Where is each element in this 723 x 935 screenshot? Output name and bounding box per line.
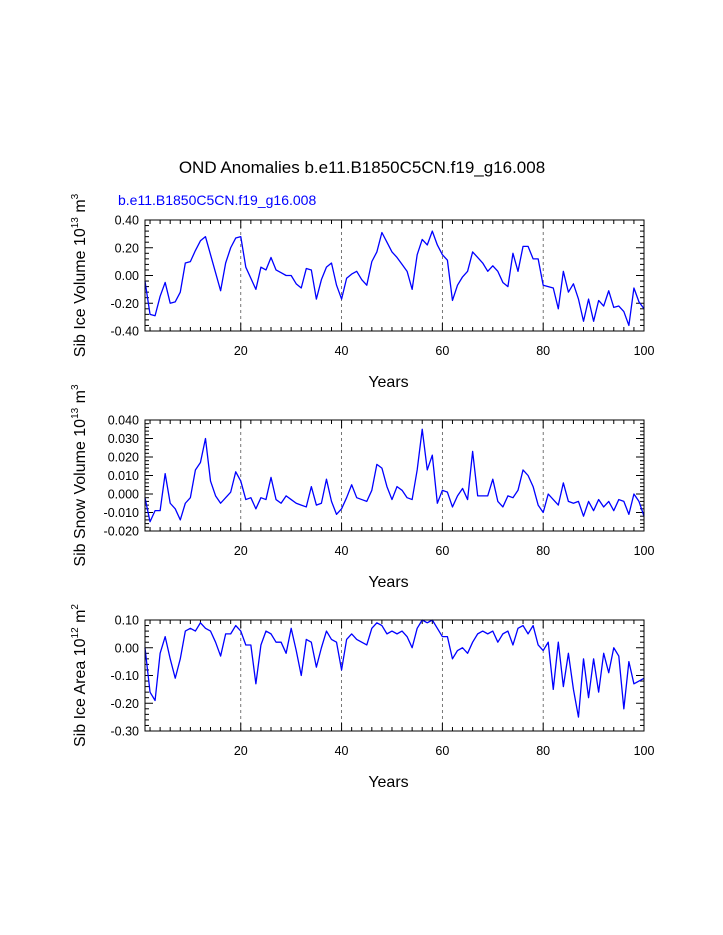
snow-volume-y-tick-label: -0.020: [104, 525, 139, 539]
ice-area-y-tick-label: 0.00: [115, 641, 139, 655]
ice-area-x-tick-label: 60: [435, 744, 449, 758]
ice-area-x-axis-label: Years: [368, 774, 408, 791]
snow-volume-y-tick-label: 0.010: [108, 469, 139, 483]
ice-area-y-tick-label: 0.10: [115, 614, 139, 628]
case-label: b.e11.B1850C5CN.f19_g16.008: [118, 192, 316, 208]
snow-volume-plot-frame: [144, 419, 645, 532]
ice-volume-x-tick-label: 80: [536, 344, 550, 358]
snow-volume-x-tick-label: 100: [634, 544, 655, 558]
ice-area-y-axis-label: Sib Ice Area 1012 m2: [70, 604, 89, 747]
ice-area-plot-frame: [144, 619, 645, 732]
ice-volume-panel: -0.40 -0.20 0.00 0.20 0.40 20 40 60 80 100 Years Si…: [70, 193, 654, 391]
ice-area-x-tick-label: 80: [536, 744, 550, 758]
ice-volume-x-tick-label: 60: [435, 344, 449, 358]
snow-volume-x-tick-label: 60: [435, 544, 449, 558]
snow-volume-y-tick-label: -0.010: [104, 506, 139, 520]
ice-area-x-tick-label: 20: [234, 744, 248, 758]
ice-area-y-tick-label: -0.10: [111, 669, 140, 683]
ice-area-panel: -0.30 -0.20 -0.10 0.00 0.10 20 40 60 80 100 Years S…: [70, 604, 654, 791]
ice-area-series-line: [144, 619, 645, 718]
ice-volume-y-tick-label: -0.20: [111, 297, 140, 311]
ice-volume-series-line: [144, 230, 645, 327]
snow-volume-y-tick-label: 0.020: [108, 451, 139, 465]
ice-area-y-tick-label: -0.30: [111, 725, 140, 739]
snow-volume-x-tick-label: 40: [335, 544, 349, 558]
ice-volume-y-axis-label: Sib Ice Volume 1013 m3: [70, 193, 89, 357]
ice-area-x-tick-label: 40: [335, 744, 349, 758]
snow-volume-x-tick-label: 20: [234, 544, 248, 558]
ice-volume-plot-frame: [144, 219, 645, 332]
snow-volume-x-axis-label: Years: [368, 574, 408, 591]
snow-volume-series-line: [144, 428, 645, 523]
ice-area-x-tick-label: 100: [634, 744, 655, 758]
ice-volume-y-tick-label: -0.40: [111, 325, 140, 339]
snow-volume-y-tick-label: 0.030: [108, 432, 139, 446]
snow-volume-panel: -0.020 -0.010 0.000 0.010 0.020 0.030 0.040 20 4…: [70, 384, 654, 591]
ice-volume-y-tick-label: 0.40: [115, 214, 139, 228]
snow-volume-x-tick-label: 80: [536, 544, 550, 558]
ice-volume-x-tick-label: 20: [234, 344, 248, 358]
ice-area-y-tick-label: -0.20: [111, 697, 140, 711]
ice-volume-x-axis-label: Years: [368, 374, 408, 391]
snow-volume-y-axis-label: Sib Snow Volume 1013 m3: [70, 384, 89, 567]
figure-title: OND Anomalies b.e11.B1850C5CN.f19_g16.00…: [179, 158, 545, 177]
ice-volume-x-tick-label: 40: [335, 344, 349, 358]
ice-volume-y-tick-label: 0.20: [115, 241, 139, 255]
snow-volume-y-tick-label: 0.040: [108, 414, 139, 428]
snow-volume-y-tick-label: 0.000: [108, 488, 139, 502]
ice-volume-x-tick-label: 100: [634, 344, 655, 358]
ice-volume-y-tick-label: 0.00: [115, 269, 139, 283]
